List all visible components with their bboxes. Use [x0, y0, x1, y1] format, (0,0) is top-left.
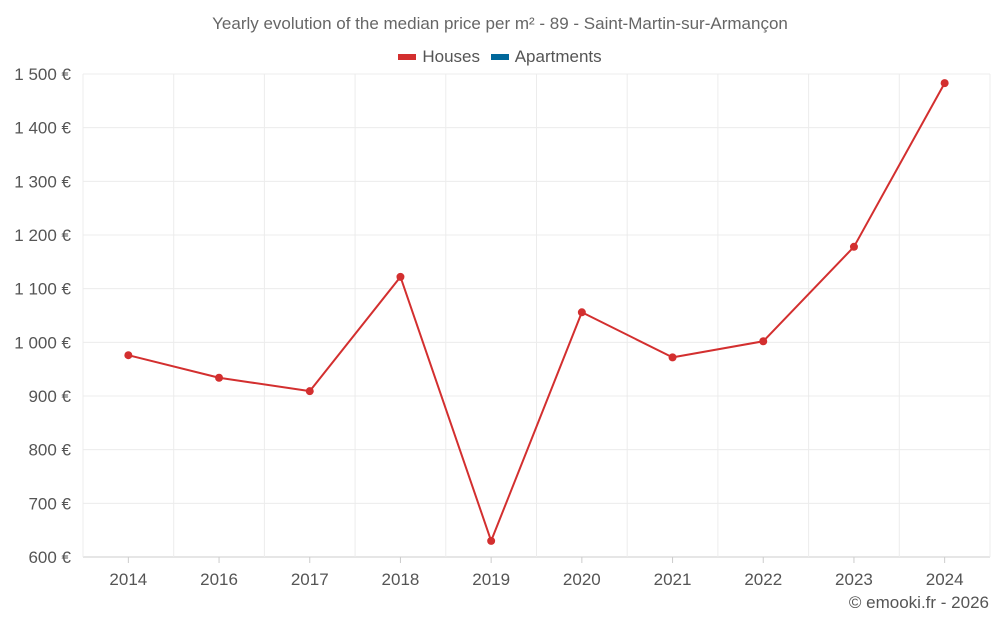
- y-tick-label: 1 500 €: [14, 65, 71, 84]
- data-point-houses-2023[interactable]: [849, 242, 858, 251]
- x-tick-label: 2016: [200, 570, 238, 589]
- x-tick-label: 2023: [835, 570, 873, 589]
- legend-item-houses[interactable]: Houses: [398, 47, 480, 67]
- legend-label-apartments: Apartments: [514, 47, 602, 66]
- data-point-houses-2016[interactable]: [215, 373, 224, 382]
- x-tick-label: 2022: [744, 570, 782, 589]
- series-houses: [124, 79, 949, 545]
- series-line-houses: [128, 82, 946, 542]
- x-tick-label: 2017: [291, 570, 329, 589]
- data-point-houses-2014[interactable]: [124, 351, 133, 360]
- legend-label-houses: Houses: [422, 47, 480, 66]
- footer-credit: © emooki.fr - 2026: [848, 593, 989, 612]
- y-tick-label: 800 €: [28, 441, 71, 460]
- x-axis-ticks: 2014 2016 2017 2018 2019 2020 2021 2022 2023 2024: [109, 557, 964, 589]
- y-tick-label: 1 100 €: [14, 280, 71, 299]
- legend-swatch-apartments: [490, 54, 509, 60]
- y-tick-label: 600 €: [28, 548, 71, 567]
- y-tick-label: 1 200 €: [14, 226, 71, 245]
- grid-lines: [82, 73, 991, 558]
- y-tick-label: 1 400 €: [14, 119, 71, 138]
- legend-item-apartments[interactable]: Apartments: [490, 47, 602, 67]
- data-point-houses-2019[interactable]: [487, 536, 496, 545]
- chart-title: Yearly evolution of the median price per…: [212, 14, 788, 33]
- chart-legend: Houses Apartments: [0, 45, 1000, 67]
- x-tick-label: 2024: [926, 570, 964, 589]
- x-tick-label: 2019: [472, 570, 510, 589]
- y-axis-ticks: 1 500 € 1 400 € 1 300 € 1 200 € 1 100 € 1 000…: [14, 65, 71, 567]
- y-tick-label: 1 000 €: [14, 333, 71, 352]
- x-tick-label: 2018: [382, 570, 420, 589]
- data-point-houses-2020[interactable]: [577, 308, 586, 317]
- y-tick-label: 1 300 €: [14, 172, 71, 191]
- x-tick-label: 2014: [109, 570, 147, 589]
- data-point-houses-2022[interactable]: [759, 337, 768, 346]
- data-point-houses-2018[interactable]: [396, 272, 405, 281]
- legend-swatch-houses: [398, 54, 417, 60]
- y-tick-label: 900 €: [28, 387, 71, 406]
- data-point-houses-2024[interactable]: [940, 79, 949, 88]
- x-tick-label: 2020: [563, 570, 601, 589]
- y-tick-label: 700 €: [28, 494, 71, 513]
- x-tick-label: 2021: [654, 570, 692, 589]
- data-point-houses-2021[interactable]: [668, 353, 677, 362]
- data-point-houses-2017[interactable]: [305, 387, 314, 396]
